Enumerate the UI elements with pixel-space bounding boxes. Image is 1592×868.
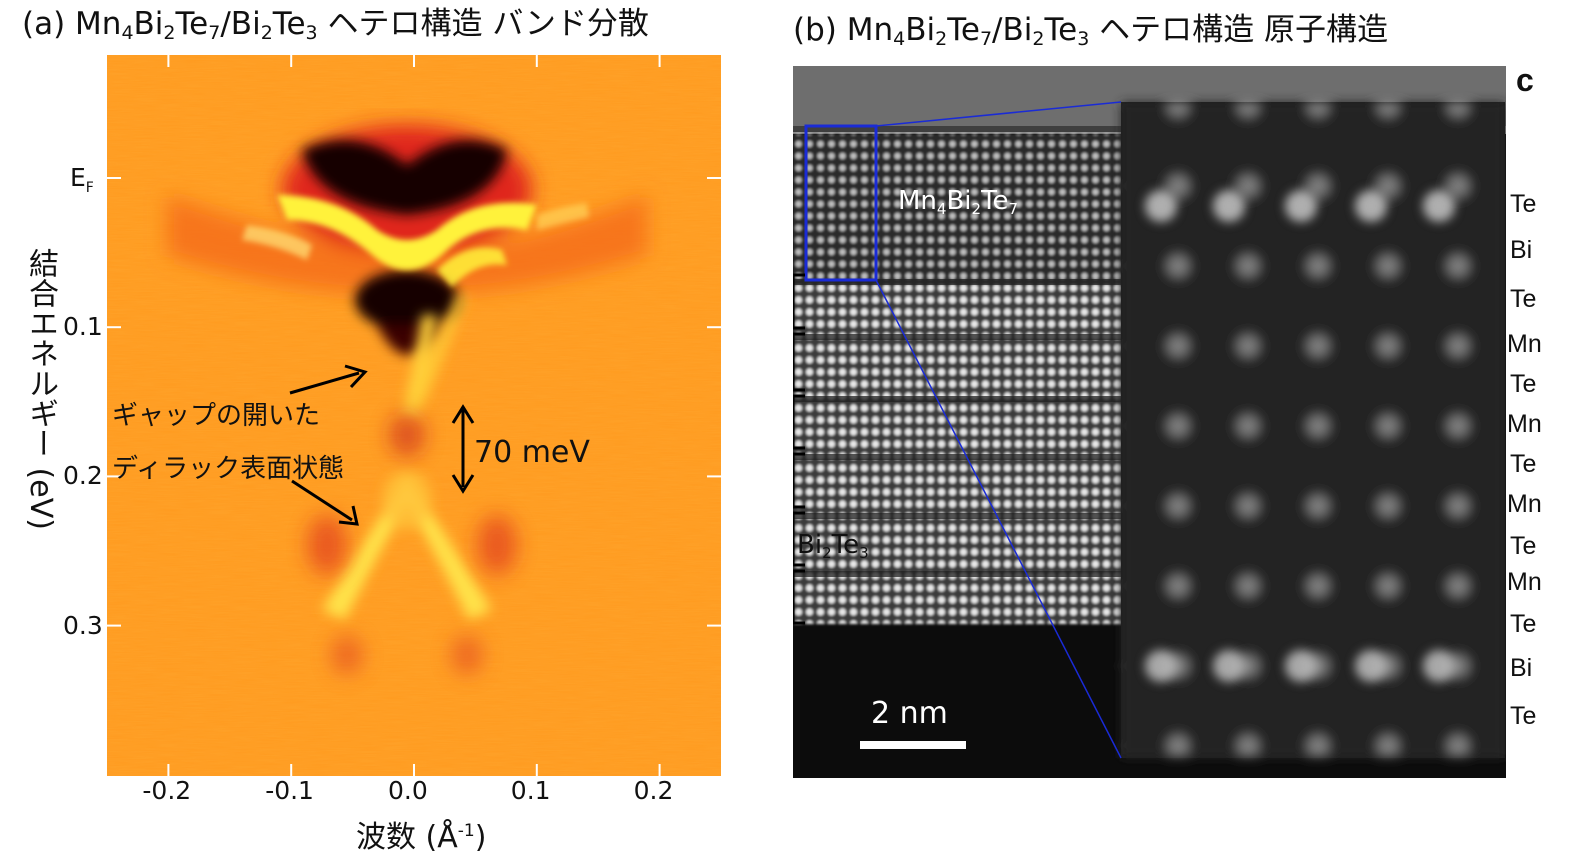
atom-layer-label: Te bbox=[1510, 702, 1537, 730]
label-mn4bi2te7: Mn4Bi2Te7 bbox=[898, 186, 1019, 218]
panel-a-title: (a) Mn4Bi2Te7/Bi2Te3 ヘテロ構造 バンド分散 bbox=[22, 6, 649, 44]
y-tick-label: 0.3 bbox=[63, 610, 103, 640]
x-tick-label: -0.1 bbox=[265, 776, 314, 805]
atom-layer-label: Te bbox=[1510, 450, 1537, 478]
layer-brackets bbox=[793, 273, 805, 625]
arrow-upper bbox=[289, 371, 360, 395]
zoom-bright-atom bbox=[1145, 190, 1177, 222]
zoom-region-box bbox=[804, 124, 878, 282]
atom-layer-label: Te bbox=[1510, 370, 1537, 398]
lattice-gap bbox=[793, 513, 1123, 519]
layer-bracket bbox=[793, 569, 805, 625]
layer-bracket bbox=[793, 332, 805, 392]
stem-image bbox=[793, 66, 1506, 778]
x-tick-label: -0.2 bbox=[142, 776, 192, 805]
band-dispersion-plot bbox=[107, 55, 721, 776]
lattice-gap bbox=[793, 454, 1123, 460]
annotation-text-line1: ギャップの開いた bbox=[112, 401, 321, 431]
van-der-waals-gaps bbox=[793, 126, 1123, 577]
gap-label: 70 meV bbox=[474, 435, 590, 470]
zoom-bright-atom bbox=[1213, 190, 1245, 222]
gap-arrow-head-top bbox=[451, 404, 475, 424]
annotation-arrows bbox=[289, 364, 475, 526]
atom-layer-label: Bi bbox=[1510, 654, 1533, 682]
zoom-inset bbox=[1121, 102, 1505, 758]
y-tick-label: 0.1 bbox=[63, 312, 103, 342]
bright-band-upper bbox=[242, 195, 589, 287]
panel-b-title: (b) Mn4Bi2Te7/Bi2Te3 ヘテロ構造 原子構造 bbox=[793, 12, 1389, 50]
arrow-lower bbox=[291, 479, 353, 522]
annotation-text-line2: ディラック表面状態 bbox=[112, 454, 345, 484]
zoom-bright-atom bbox=[1213, 650, 1245, 682]
gap-arrow-head-bottom bbox=[451, 474, 475, 494]
axis-ticks bbox=[107, 55, 721, 776]
arrow-upper-head bbox=[344, 364, 368, 389]
zoom-bright-atom bbox=[1355, 650, 1387, 682]
y-tick-label: 0.2 bbox=[63, 461, 103, 491]
lattice-gap bbox=[793, 279, 1123, 285]
zoom-bright-atoms bbox=[1145, 190, 1455, 682]
zoom-line-top bbox=[875, 101, 1122, 127]
x-tick-label: 0.1 bbox=[510, 776, 551, 805]
atom-layer-label: Te bbox=[1510, 610, 1537, 638]
layer-bracket bbox=[793, 511, 805, 567]
lattice-gap bbox=[793, 571, 1123, 577]
arrow-lower-head bbox=[338, 505, 359, 526]
zoom-bright-atom bbox=[1145, 650, 1177, 682]
zoom-bright-atom bbox=[1355, 190, 1387, 222]
atom-layer-label: Te bbox=[1510, 285, 1537, 313]
zoom-bright-atom bbox=[1423, 650, 1455, 682]
y-axis-label: 結合エネルギー (eV) bbox=[23, 248, 58, 530]
corner-label-c: c bbox=[1516, 62, 1534, 98]
zoom-bright-atom bbox=[1285, 190, 1317, 222]
x-tick-label: 0.2 bbox=[633, 776, 674, 805]
atom-layer-label: Mn bbox=[1507, 330, 1542, 358]
lattice-gap bbox=[793, 396, 1123, 402]
x-tick-label: 0.0 bbox=[388, 776, 428, 805]
lattice-gap bbox=[793, 126, 1123, 132]
atom-layer-label: Bi bbox=[1510, 236, 1533, 264]
lower-red-halos bbox=[307, 413, 517, 675]
x-axis-label: 波数 (Å-1) bbox=[356, 820, 487, 855]
zoom-bright-atom bbox=[1423, 190, 1455, 222]
atom-layer-label: Te bbox=[1510, 190, 1537, 218]
atom-layer-label: Mn bbox=[1507, 410, 1542, 438]
atom-layer-label: Te bbox=[1510, 532, 1537, 560]
ef-label: EF bbox=[70, 163, 94, 196]
dirac-cone bbox=[322, 295, 492, 620]
scale-bar bbox=[860, 741, 966, 749]
scale-bar-label: 2 nm bbox=[871, 696, 948, 731]
label-bi2te3: Bi2Te3 bbox=[797, 530, 869, 562]
zoom-line-bottom bbox=[875, 279, 1122, 759]
layer-bracket bbox=[793, 273, 805, 330]
layer-bracket bbox=[793, 452, 805, 509]
zoom-bright-atom bbox=[1285, 650, 1317, 682]
layer-bracket bbox=[793, 394, 805, 450]
atom-layer-label: Mn bbox=[1507, 568, 1542, 596]
atom-layer-label: Mn bbox=[1507, 490, 1542, 518]
lattice-gap bbox=[793, 334, 1123, 340]
